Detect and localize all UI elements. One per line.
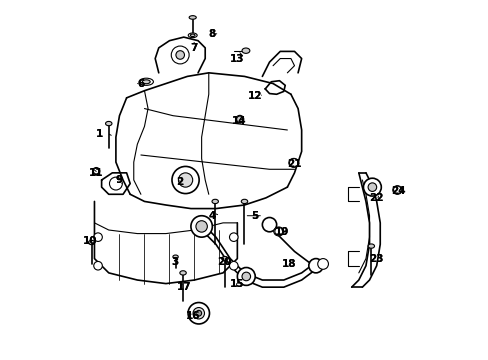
Text: 8: 8	[208, 28, 216, 39]
Text: 16: 16	[185, 311, 200, 321]
Text: 11: 11	[89, 168, 103, 178]
Circle shape	[94, 261, 102, 270]
Text: 21: 21	[286, 159, 301, 169]
Text: 6: 6	[137, 78, 144, 89]
Text: 20: 20	[217, 257, 232, 267]
Ellipse shape	[392, 186, 401, 194]
Circle shape	[317, 258, 328, 269]
Circle shape	[289, 158, 298, 167]
Text: 18: 18	[281, 259, 296, 269]
Text: 17: 17	[176, 282, 191, 292]
Text: 10: 10	[83, 236, 97, 246]
Ellipse shape	[88, 240, 95, 245]
Text: 7: 7	[190, 43, 197, 53]
Text: 22: 22	[368, 193, 383, 203]
Text: 24: 24	[390, 186, 405, 196]
Ellipse shape	[221, 256, 227, 261]
Circle shape	[196, 221, 207, 232]
Text: 1: 1	[96, 129, 103, 139]
Text: 5: 5	[251, 211, 258, 221]
Text: 12: 12	[247, 91, 262, 101]
Circle shape	[196, 310, 201, 316]
Text: 10: 10	[83, 236, 97, 246]
Text: 3: 3	[171, 257, 178, 267]
Circle shape	[109, 177, 122, 190]
Ellipse shape	[273, 227, 283, 236]
Text: 24: 24	[390, 186, 405, 196]
Text: 9: 9	[115, 175, 122, 185]
Text: 19: 19	[274, 227, 288, 237]
Circle shape	[94, 233, 102, 242]
Ellipse shape	[142, 80, 150, 84]
Text: 19: 19	[274, 227, 288, 237]
Circle shape	[178, 173, 192, 187]
Circle shape	[171, 46, 189, 64]
Circle shape	[274, 228, 282, 235]
Text: 18: 18	[281, 259, 296, 269]
Text: 13: 13	[230, 54, 244, 64]
Ellipse shape	[235, 115, 244, 123]
Text: 11: 11	[89, 168, 103, 178]
Ellipse shape	[173, 255, 178, 258]
Text: 3: 3	[171, 257, 178, 267]
Text: 17: 17	[176, 282, 191, 292]
Ellipse shape	[241, 199, 247, 203]
Circle shape	[188, 302, 209, 324]
Circle shape	[93, 168, 99, 174]
Circle shape	[236, 116, 243, 122]
Circle shape	[242, 272, 250, 281]
Text: 8: 8	[208, 28, 216, 39]
Circle shape	[172, 166, 199, 194]
Text: 9: 9	[115, 175, 122, 185]
Circle shape	[229, 233, 238, 242]
Text: 2: 2	[176, 177, 183, 187]
Ellipse shape	[139, 78, 153, 85]
Ellipse shape	[188, 33, 197, 38]
Text: 6: 6	[137, 78, 144, 89]
Ellipse shape	[105, 121, 112, 126]
Circle shape	[193, 307, 204, 319]
Ellipse shape	[93, 167, 100, 175]
Circle shape	[262, 217, 276, 232]
Text: 1: 1	[96, 129, 103, 139]
Text: 23: 23	[368, 253, 383, 264]
Text: 2: 2	[176, 177, 183, 187]
Ellipse shape	[367, 244, 374, 248]
Text: 4: 4	[208, 211, 216, 221]
Circle shape	[393, 186, 401, 194]
Text: 4: 4	[208, 211, 216, 221]
Text: 20: 20	[217, 257, 232, 267]
Text: 13: 13	[230, 54, 244, 64]
Ellipse shape	[189, 16, 196, 19]
Text: 7: 7	[190, 43, 197, 53]
Text: 15: 15	[229, 279, 244, 289]
Circle shape	[363, 178, 381, 196]
Ellipse shape	[242, 48, 249, 53]
Circle shape	[367, 183, 376, 192]
Text: 12: 12	[247, 91, 262, 101]
Ellipse shape	[190, 34, 195, 37]
Circle shape	[237, 267, 255, 285]
Ellipse shape	[288, 158, 298, 167]
Text: 14: 14	[231, 116, 246, 126]
Circle shape	[176, 51, 184, 59]
Text: 22: 22	[368, 193, 383, 203]
Circle shape	[308, 258, 323, 273]
Circle shape	[190, 216, 212, 237]
Text: 21: 21	[286, 159, 301, 169]
Ellipse shape	[212, 199, 218, 203]
Text: 23: 23	[368, 253, 383, 264]
Text: 14: 14	[231, 116, 246, 126]
Circle shape	[229, 261, 238, 270]
Text: 15: 15	[229, 279, 244, 289]
Text: 16: 16	[185, 311, 200, 321]
Ellipse shape	[180, 271, 186, 275]
Text: 5: 5	[251, 211, 258, 221]
